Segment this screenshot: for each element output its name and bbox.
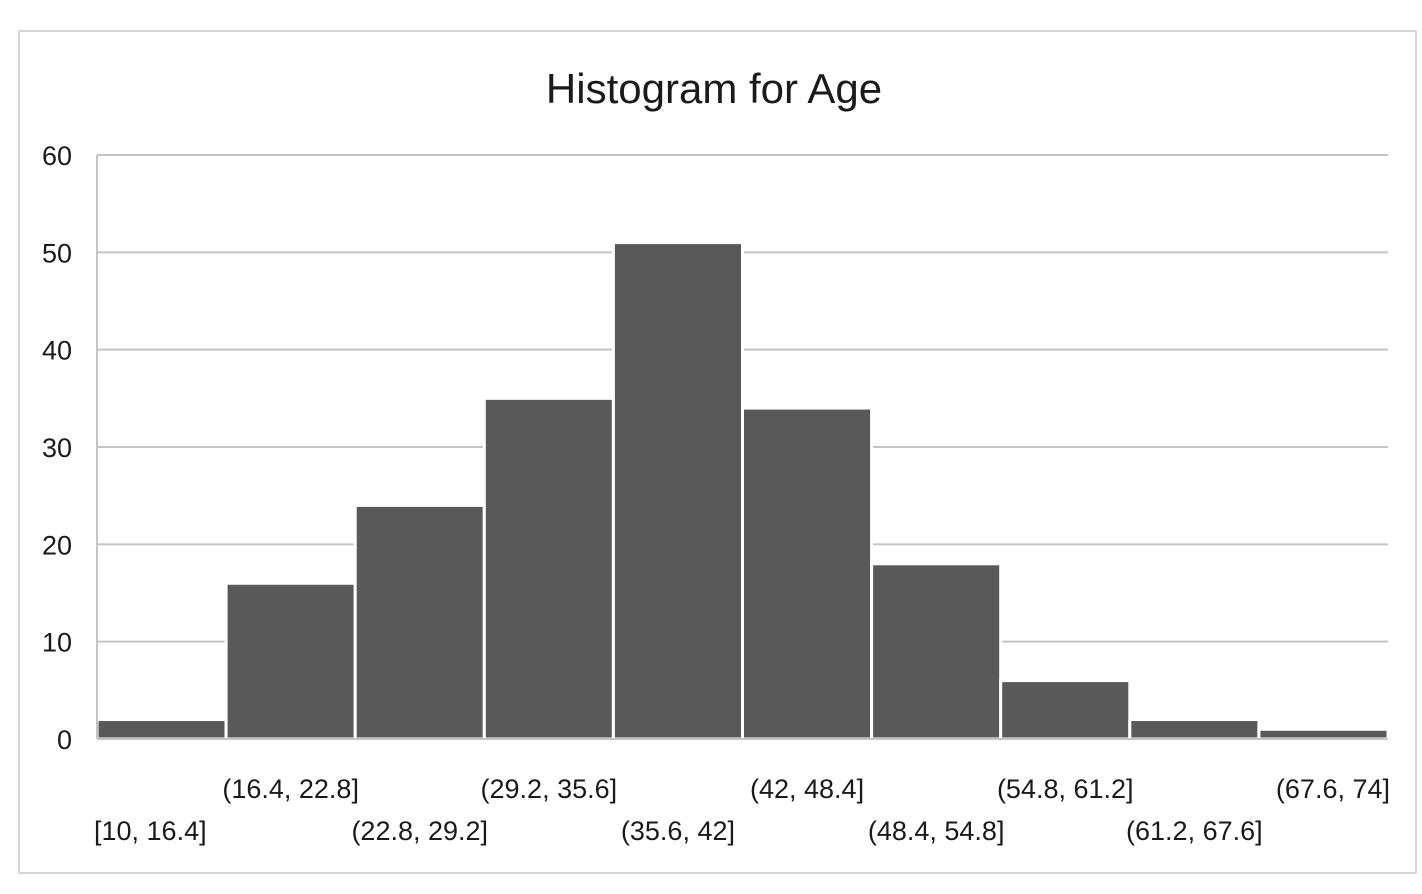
- bar: [1257, 727, 1390, 741]
- x-category-label: [10, 16.4]: [94, 816, 207, 846]
- x-category-label: (35.6, 42]: [621, 816, 735, 846]
- bar: [482, 396, 615, 741]
- x-category-label: (61.2, 67.6]: [1126, 816, 1263, 846]
- bar: [999, 679, 1132, 741]
- bar: [870, 562, 1003, 741]
- y-tick-label: 30: [42, 433, 72, 463]
- x-category-label: (42, 48.4]: [750, 774, 864, 804]
- y-tick-label: 10: [42, 628, 72, 658]
- y-tick-label: 40: [42, 336, 72, 366]
- y-tick-label: 60: [42, 141, 72, 171]
- bar: [95, 718, 228, 741]
- bar: [224, 581, 357, 741]
- x-axis-category-labels: [10, 16.4] (16.4, 22.8] (22.8, 29.2] (29.2,…: [94, 774, 1390, 846]
- y-tick-label: 20: [42, 530, 72, 560]
- x-category-label: (16.4, 22.8]: [222, 774, 359, 804]
- bar: [1128, 718, 1261, 741]
- bar: [741, 406, 874, 741]
- bar: [353, 503, 486, 741]
- y-axis-tick-labels: 0 10 20 30 40 50 60: [42, 141, 72, 755]
- x-category-label: (29.2, 35.6]: [481, 774, 618, 804]
- bar: [611, 241, 745, 741]
- chart-title: Histogram for Age: [546, 65, 882, 112]
- axes: [96, 155, 1388, 740]
- x-category-label: (67.6, 74]: [1276, 774, 1390, 804]
- y-tick-label: 0: [57, 725, 72, 755]
- bars: [95, 241, 1390, 741]
- x-category-label: (22.8, 29.2]: [351, 816, 488, 846]
- x-category-label: (54.8, 61.2]: [997, 774, 1134, 804]
- x-category-label: (48.4, 54.8]: [868, 816, 1005, 846]
- y-tick-label: 50: [42, 238, 72, 268]
